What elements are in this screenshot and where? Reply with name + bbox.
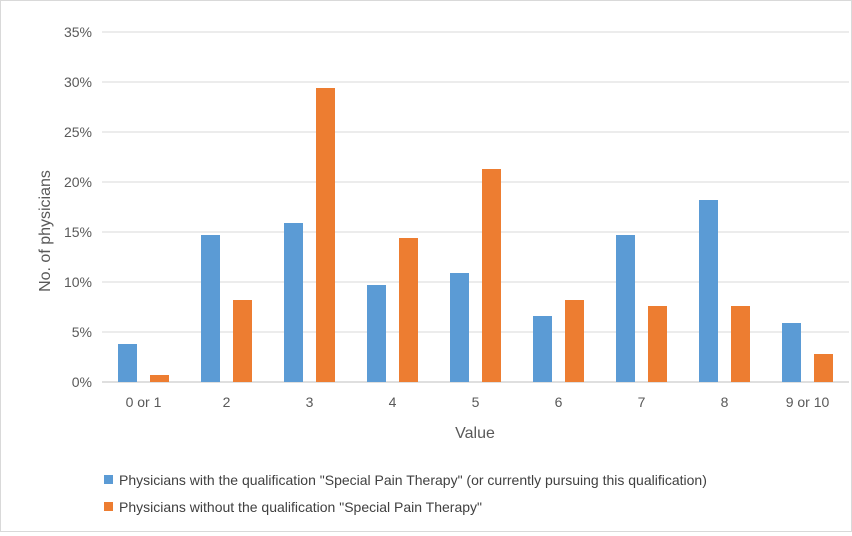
legend-swatch-series-2 bbox=[104, 502, 113, 511]
bar-series-1 bbox=[782, 323, 801, 382]
gridlines bbox=[102, 31, 849, 383]
x-tick-label: 8 bbox=[721, 394, 729, 410]
bar-series-1 bbox=[201, 235, 220, 382]
legend-label-series-2: Physicians without the qualification "Sp… bbox=[119, 499, 482, 515]
bar-series-1 bbox=[284, 223, 303, 382]
bar-series-2 bbox=[648, 306, 667, 382]
bar-series-2 bbox=[814, 354, 833, 382]
y-tick-label: 20% bbox=[64, 174, 92, 190]
x-tick-label: 4 bbox=[389, 394, 397, 410]
bar-series-1 bbox=[616, 235, 635, 382]
y-tick-label: 15% bbox=[64, 224, 92, 240]
legend: Physicians with the qualification "Speci… bbox=[104, 472, 707, 515]
bar-series-1 bbox=[118, 344, 137, 382]
x-tick-label: 6 bbox=[555, 394, 563, 410]
bar-series-2 bbox=[482, 169, 501, 382]
legend-swatch-series-1 bbox=[104, 475, 113, 484]
bar-series-1 bbox=[367, 285, 386, 382]
bar-series-2 bbox=[565, 300, 584, 382]
bar-series-2 bbox=[316, 88, 335, 382]
x-tick-label: 0 or 1 bbox=[126, 394, 162, 410]
x-tick-label: 3 bbox=[306, 394, 314, 410]
y-axis-ticks: 0% 5% 10% 15% 20% 25% 30% 35% bbox=[64, 24, 92, 390]
y-axis-title: No. of physicians bbox=[37, 170, 54, 292]
bar-series-1 bbox=[450, 273, 469, 382]
x-axis-ticks: 0 or 1 2 3 4 5 6 7 8 9 or 10 bbox=[126, 394, 830, 410]
bars bbox=[118, 88, 833, 382]
y-tick-label: 25% bbox=[64, 124, 92, 140]
bar-series-2 bbox=[233, 300, 252, 382]
y-tick-label: 10% bbox=[64, 274, 92, 290]
bar-series-2 bbox=[399, 238, 418, 382]
x-tick-label: 9 or 10 bbox=[786, 394, 830, 410]
bar-series-1 bbox=[533, 316, 552, 382]
x-tick-label: 5 bbox=[472, 394, 480, 410]
y-tick-label: 30% bbox=[64, 74, 92, 90]
bar-series-2 bbox=[150, 375, 169, 382]
y-tick-label: 0% bbox=[72, 374, 92, 390]
x-tick-label: 2 bbox=[223, 394, 231, 410]
x-tick-label: 7 bbox=[638, 394, 646, 410]
bar-series-2 bbox=[731, 306, 750, 382]
x-axis-title: Value bbox=[455, 425, 495, 442]
y-tick-label: 35% bbox=[64, 24, 92, 40]
y-tick-label: 5% bbox=[72, 324, 92, 340]
legend-label-series-1: Physicians with the qualification "Speci… bbox=[119, 472, 707, 488]
bar-series-1 bbox=[699, 200, 718, 382]
